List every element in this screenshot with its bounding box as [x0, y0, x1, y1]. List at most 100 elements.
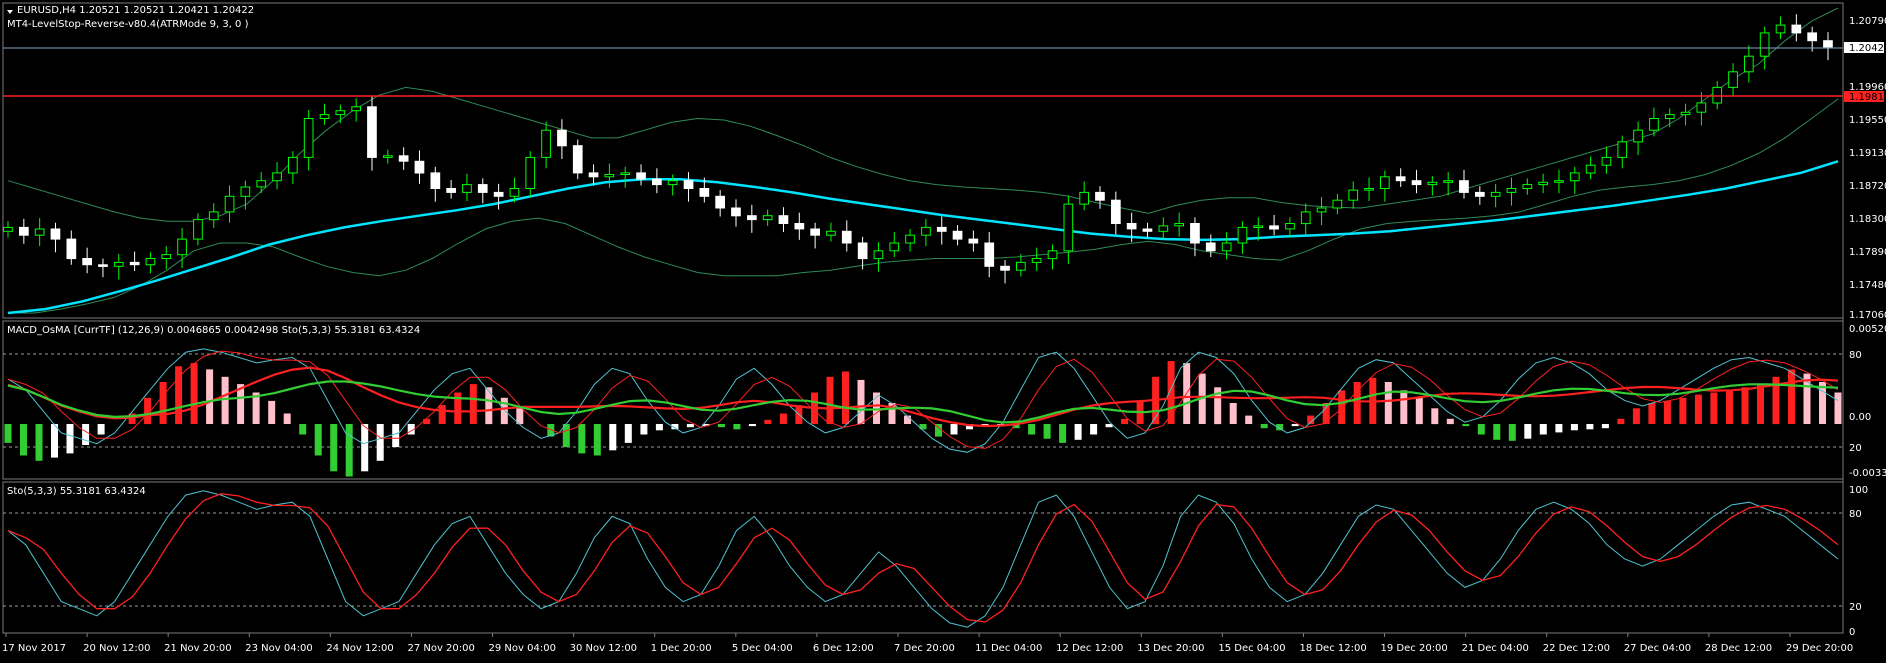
candle-body [1047, 250, 1058, 260]
osma-bar [950, 424, 958, 435]
osma-bar [252, 392, 260, 424]
candle-body [335, 110, 346, 116]
candle-body [1775, 24, 1786, 34]
candle-body [810, 228, 820, 236]
stoch-main-line [7, 348, 1839, 453]
osma-tick: 0.005208 [1849, 324, 1886, 335]
osma-bar [1384, 382, 1392, 424]
red-level-tag [1844, 91, 1884, 102]
time-label: 24 Nov 12:00 [326, 643, 393, 654]
osma-bar [1121, 418, 1129, 425]
candle-body [984, 242, 995, 267]
osma-bar [1353, 382, 1361, 424]
osma-bar [1710, 392, 1718, 424]
price-panel[interactable]: EURUSD,H4 1.20521 1.20521 1.20421 1.2042… [2, 2, 1844, 319]
osma-bar [826, 376, 834, 425]
candle-body [1380, 176, 1390, 190]
collapse-arrow-icon[interactable] [7, 10, 13, 14]
candle-body [1348, 189, 1359, 201]
candle-body [193, 219, 203, 240]
candle-body [1664, 114, 1675, 119]
osma-bar [842, 371, 849, 424]
osma-bar [764, 419, 772, 424]
time-label: 29 Nov 04:00 [489, 643, 556, 654]
osma-bar [1028, 424, 1036, 435]
moving-average [7, 160, 1839, 315]
osma-bar [485, 387, 493, 425]
candle-body [1016, 261, 1026, 271]
osma-bar [1090, 424, 1098, 435]
osma-bar [1322, 403, 1330, 424]
candle-body [98, 264, 108, 267]
time-label: 11 Dec 04:00 [975, 643, 1042, 654]
time-label: 22 Dec 12:00 [1543, 643, 1610, 654]
osma-bar [376, 424, 384, 461]
candle-body [1601, 156, 1612, 166]
candle-body [1538, 181, 1549, 186]
stoch-tick: 80 [1849, 509, 1862, 520]
candle-body [1111, 199, 1121, 224]
osma-bar [1555, 424, 1563, 433]
osma-bar [1757, 384, 1764, 424]
candle-body [1696, 102, 1707, 113]
time-label: 13 Dec 20:00 [1137, 643, 1204, 654]
candle-body [715, 195, 725, 209]
candle-body [462, 184, 472, 193]
osma-panel[interactable]: MACD_OsMA [CurrTF] (12,26,9) 0.0046865 0… [2, 320, 1844, 480]
osma-bar [671, 424, 679, 430]
candle-body [1031, 258, 1042, 263]
osma-bar [35, 424, 43, 461]
candle-body [161, 254, 172, 260]
osma-bar [1803, 373, 1811, 424]
osma-bar [361, 424, 369, 472]
osma-histogram [4, 361, 1842, 477]
candle-body [1300, 211, 1311, 225]
candle-body [1190, 223, 1200, 244]
osma-bar [1260, 424, 1268, 429]
price-tick: 1.19960 [1849, 82, 1886, 93]
candle-body [747, 215, 757, 221]
time-label: 30 Nov 12:00 [570, 643, 637, 654]
osma-bar [1772, 376, 1780, 425]
osma-bar [469, 384, 477, 424]
indicator-header: MT4-LevelStop-Reverse-v80.4(ATRMode 9, 3… [7, 19, 249, 30]
candle-body [1205, 242, 1216, 252]
candle-body [177, 238, 187, 256]
candle-body [620, 172, 631, 175]
candle-body [383, 155, 393, 158]
osma-tick: 20 [1849, 443, 1862, 454]
candle-body [66, 238, 77, 260]
candle-body [145, 258, 156, 266]
candle-body [1490, 191, 1501, 197]
osma-bar [640, 424, 648, 435]
osma-bar [392, 424, 400, 448]
osma-bar [966, 424, 973, 430]
price-tick: 1.18300 [1849, 214, 1886, 225]
candle-body [1174, 223, 1185, 227]
osma-bar [4, 424, 12, 443]
macd-red-line [7, 366, 1839, 428]
osma-bar [1245, 415, 1253, 424]
candle-body [794, 223, 805, 230]
time-label: 17 Nov 2017 [2, 643, 66, 654]
time-label: 20 Nov 12:00 [83, 643, 150, 654]
candle-body [683, 180, 694, 189]
stoch-main-line [7, 490, 1839, 628]
lower-band-line [8, 98, 1839, 314]
symbol-header: EURUSD,H4 1.20521 1.20521 1.20421 1.2042… [17, 5, 254, 16]
candle-body [604, 174, 615, 178]
candle-body [525, 156, 536, 189]
osma-bar [857, 379, 865, 424]
osma-bar [66, 424, 74, 454]
stochastic-header: Sto(5,3,3) 55.3181 63.4324 [7, 486, 146, 497]
candle-body [1142, 228, 1153, 232]
osma-bar [423, 418, 431, 425]
candle-body [1728, 71, 1738, 88]
candle-body [430, 172, 441, 189]
candle-body [1744, 55, 1754, 73]
current-price-tag [1844, 42, 1884, 53]
osma-tick: 0.00 [1849, 412, 1871, 423]
candle-body [1126, 223, 1137, 230]
